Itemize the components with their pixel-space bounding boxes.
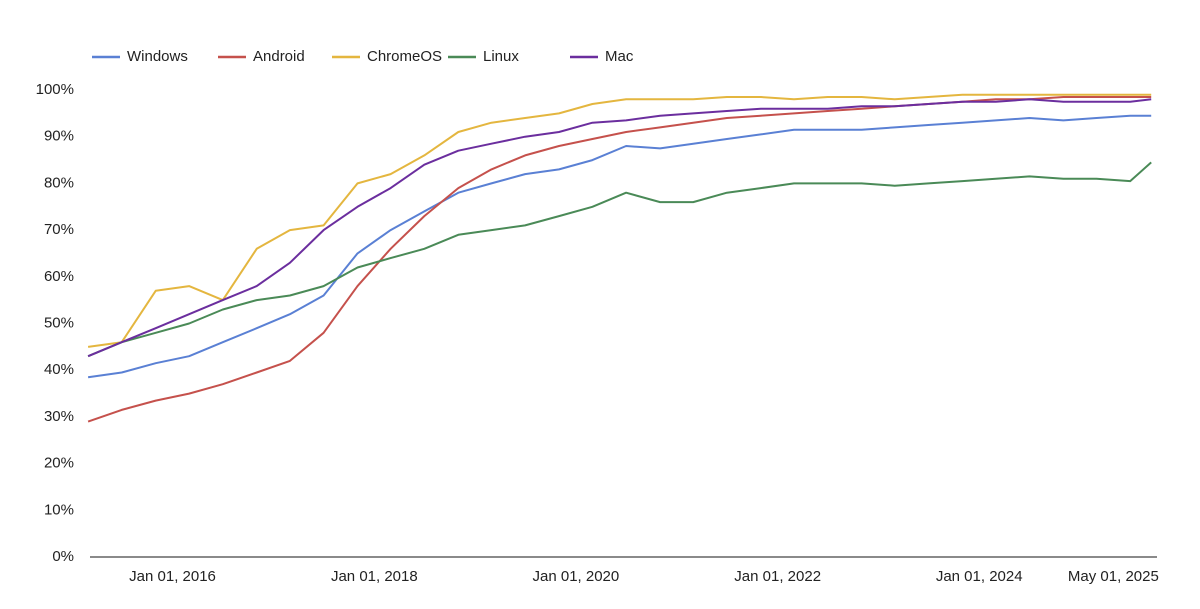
legend-label: Mac: [605, 48, 634, 65]
y-tick-label: 80%: [44, 174, 74, 191]
y-tick-label: 90%: [44, 128, 74, 145]
x-tick-label: Jan 01, 2022: [734, 568, 821, 585]
x-tick-label: Jan 01, 2018: [331, 568, 418, 585]
series-line: [87, 98, 1152, 358]
series-line: [87, 96, 1152, 423]
y-tick-label: 50%: [44, 314, 74, 331]
x-tick-label: Jan 01, 2020: [533, 568, 620, 585]
y-tick-label: 0%: [52, 548, 74, 565]
y-tick-label: 30%: [44, 408, 74, 425]
series-line: [87, 114, 1152, 379]
legend-label: Android: [253, 48, 305, 65]
y-tick-label: 60%: [44, 268, 74, 285]
legend-label: Windows: [127, 48, 188, 65]
series-line: [87, 93, 1152, 348]
y-tick-label: 70%: [44, 221, 74, 238]
x-tick-label: Jan 01, 2024: [936, 568, 1023, 585]
y-tick-label: 100%: [36, 81, 74, 98]
x-tick-label: May 01, 2025: [1068, 568, 1159, 585]
y-tick-label: 40%: [44, 361, 74, 378]
x-tick-label: Jan 01, 2016: [129, 568, 216, 585]
y-tick-label: 10%: [44, 501, 74, 518]
y-tick-label: 20%: [44, 455, 74, 472]
legend-label: Linux: [483, 48, 519, 65]
series-line: [87, 161, 1152, 358]
legend-label: ChromeOS: [367, 48, 442, 65]
